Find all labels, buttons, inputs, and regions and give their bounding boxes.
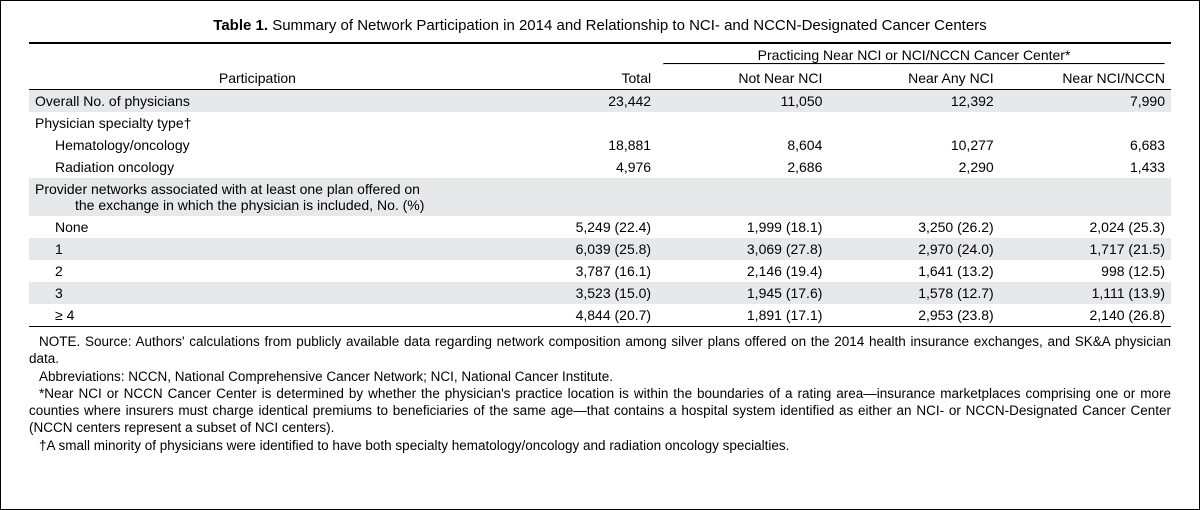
cell-na: 10,277 <box>828 134 999 156</box>
row-overall: Overall No. of physicians 23,442 11,050 … <box>29 90 1171 112</box>
row-radonc: Radiation oncology 4,976 2,686 2,290 1,4… <box>29 156 1171 178</box>
cell-nn: 1,999 (18.1) <box>657 216 828 238</box>
cell-nc: 2,140 (26.8) <box>1000 304 1171 326</box>
cell-nn: 3,069 (27.8) <box>657 238 828 260</box>
row-none: None 5,249 (22.4) 1,999 (18.1) 3,250 (26… <box>29 216 1171 238</box>
table-caption: Summary of Network Participation in 2014… <box>268 17 987 34</box>
cell-total: 4,844 (20.7) <box>486 304 657 326</box>
row-networks-header: Provider networks associated with at lea… <box>29 178 1171 197</box>
row-hemonc: Hematology/oncology 18,881 8,604 10,277 … <box>29 134 1171 156</box>
cell-nn: 1,945 (17.6) <box>657 282 828 304</box>
cell-nn: 2,146 (19.4) <box>657 260 828 282</box>
table-number: Table 1. <box>213 17 268 34</box>
cell-na: 2,953 (23.8) <box>828 304 999 326</box>
cell-total: 3,787 (16.1) <box>486 260 657 282</box>
cell-nc: 7,990 <box>1000 90 1171 112</box>
row-three: 3 3,523 (15.0) 1,945 (17.6) 1,578 (12.7)… <box>29 282 1171 304</box>
cell-nc: 2,024 (25.3) <box>1000 216 1171 238</box>
cell-nn: 2,686 <box>657 156 828 178</box>
table-card: Table 1. Summary of Network Participatio… <box>0 0 1200 510</box>
cell-nn: 8,604 <box>657 134 828 156</box>
cell-nc: 998 (12.5) <box>1000 260 1171 282</box>
cell-label: Hematology/oncology <box>29 134 486 156</box>
cell-section-header: Physician specialty type† <box>29 112 1171 134</box>
header-row-group: Practicing Near NCI or NCI/NCCN Cancer C… <box>29 44 1171 67</box>
table-title: Table 1. Summary of Network Participatio… <box>29 17 1171 34</box>
group-underline <box>663 63 1165 65</box>
cell-label: Radiation oncology <box>29 156 486 178</box>
cell-total: 4,976 <box>486 156 657 178</box>
cell-label: 1 <box>29 238 486 260</box>
row-networks-header-2: the exchange in which the physician is i… <box>29 197 1171 216</box>
cell-label: ≥ 4 <box>29 304 486 326</box>
cell-total: 6,039 (25.8) <box>486 238 657 260</box>
cell-na: 1,641 (13.2) <box>828 260 999 282</box>
cell-total: 3,523 (15.0) <box>486 282 657 304</box>
cell-label: Overall No. of physicians <box>29 90 486 112</box>
cell-label: 3 <box>29 282 486 304</box>
row-four: ≥ 4 4,844 (20.7) 1,891 (17.1) 2,953 (23.… <box>29 304 1171 326</box>
data-table: Practicing Near NCI or NCI/NCCN Cancer C… <box>29 44 1171 326</box>
cell-nn: 1,891 (17.1) <box>657 304 828 326</box>
cell-section-header-l1: Provider networks associated with at lea… <box>29 178 1171 197</box>
col-near-nccn: Near NCI/NCCN <box>1000 67 1171 89</box>
cell-na: 1,578 (12.7) <box>828 282 999 304</box>
note-abbrev: Abbreviations: NCCN, National Comprehens… <box>29 368 1171 385</box>
col-near-any: Near Any NCI <box>828 67 999 89</box>
note-source: NOTE. Source: Authors' calculations from… <box>29 333 1171 368</box>
cell-section-header-l2: the exchange in which the physician is i… <box>29 197 1171 216</box>
col-not-near: Not Near NCI <box>657 67 828 89</box>
cell-nc: 1,111 (13.9) <box>1000 282 1171 304</box>
cell-total: 18,881 <box>486 134 657 156</box>
row-one: 1 6,039 (25.8) 3,069 (27.8) 2,970 (24.0)… <box>29 238 1171 260</box>
body-bottom-rule <box>29 326 1171 327</box>
cell-nc: 1,717 (21.5) <box>1000 238 1171 260</box>
cell-na: 12,392 <box>828 90 999 112</box>
cell-label: None <box>29 216 486 238</box>
col-participation: Participation <box>29 67 486 89</box>
cell-na: 2,970 (24.0) <box>828 238 999 260</box>
cell-na: 2,290 <box>828 156 999 178</box>
column-group-header: Practicing Near NCI or NCI/NCCN Cancer C… <box>657 44 1171 67</box>
header-row-columns: Participation Total Not Near NCI Near An… <box>29 67 1171 89</box>
cell-total: 5,249 (22.4) <box>486 216 657 238</box>
cell-nn: 11,050 <box>657 90 828 112</box>
table-notes: NOTE. Source: Authors' calculations from… <box>29 333 1171 454</box>
cell-label: 2 <box>29 260 486 282</box>
cell-na: 3,250 (26.2) <box>828 216 999 238</box>
col-total: Total <box>486 67 657 89</box>
note-asterisk: *Near NCI or NCCN Cancer Center is deter… <box>29 385 1171 437</box>
cell-total: 23,442 <box>486 90 657 112</box>
cell-nc: 1,433 <box>1000 156 1171 178</box>
cell-nc: 6,683 <box>1000 134 1171 156</box>
row-two: 2 3,787 (16.1) 2,146 (19.4) 1,641 (13.2)… <box>29 260 1171 282</box>
row-specialty-header: Physician specialty type† <box>29 112 1171 134</box>
note-dagger: †A small minority of physicians were ide… <box>29 437 1171 454</box>
